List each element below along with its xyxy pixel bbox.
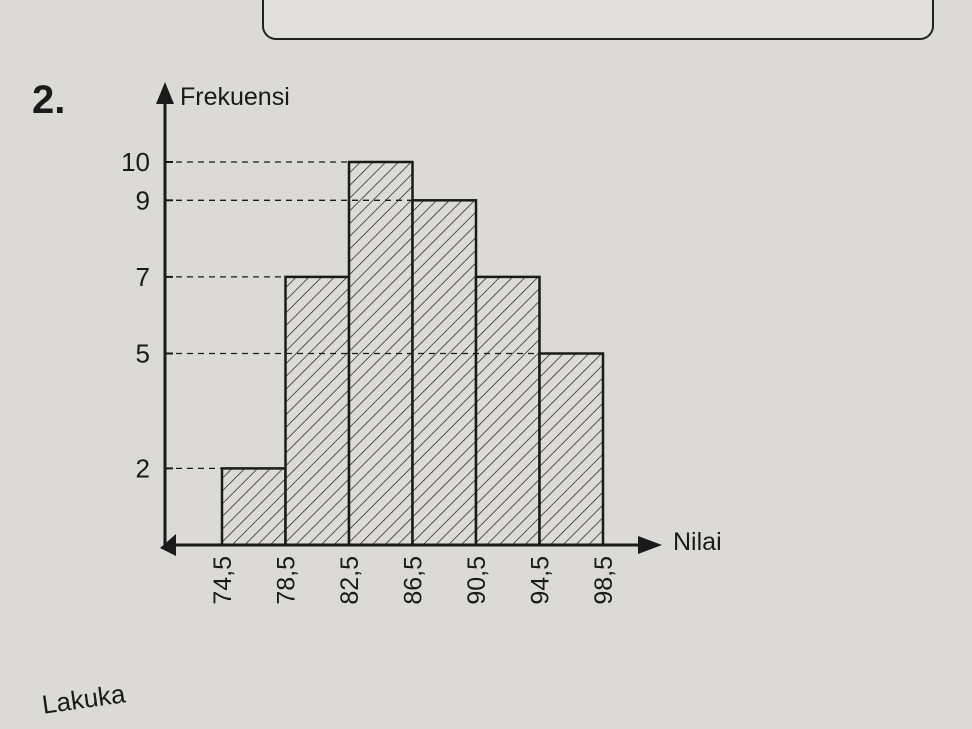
axis-break-mark [160, 534, 176, 556]
x-tick-label-6: 94,5 [527, 556, 555, 605]
histogram-bar-6 [538, 352, 605, 547]
y-ticks-group: 2 5 7 9 10 [121, 147, 173, 483]
y-tick-label-4: 9 [136, 185, 150, 215]
y-axis-arrow [156, 82, 174, 104]
x-ticks-group: 74,5 78,5 82,5 86,5 90,5 94,5 98,5 [209, 556, 618, 605]
x-tick-label-3: 82,5 [336, 556, 364, 605]
axes-group: Frekuensi Nilai [156, 82, 722, 556]
x-axis-label: Nilai [673, 528, 722, 556]
guide-lines-group [165, 161, 540, 470]
histogram-bar-3 [347, 160, 414, 547]
x-tick-label-5: 90,5 [463, 556, 491, 605]
histogram-bar-5 [474, 275, 541, 547]
x-axis-arrow [638, 536, 662, 554]
y-axis-label: Frekuensi [180, 83, 290, 111]
x-tick-label-2: 78,5 [273, 556, 301, 605]
bars-group [220, 160, 605, 547]
x-tick-label-4: 86,5 [400, 556, 428, 605]
histogram-bar-4 [411, 199, 478, 547]
answer-box [262, 0, 934, 40]
y-tick-label-3: 7 [136, 262, 150, 292]
histogram-bar-2 [284, 275, 351, 547]
x-tick-label-7: 98,5 [590, 556, 618, 605]
histogram-bar-1 [220, 467, 287, 547]
problem-number: 2. [32, 78, 66, 122]
y-tick-label-1: 2 [136, 453, 150, 483]
y-tick-label-2: 5 [136, 339, 150, 369]
y-tick-label-5: 10 [121, 147, 150, 177]
x-tick-label-1: 74,5 [209, 556, 237, 605]
